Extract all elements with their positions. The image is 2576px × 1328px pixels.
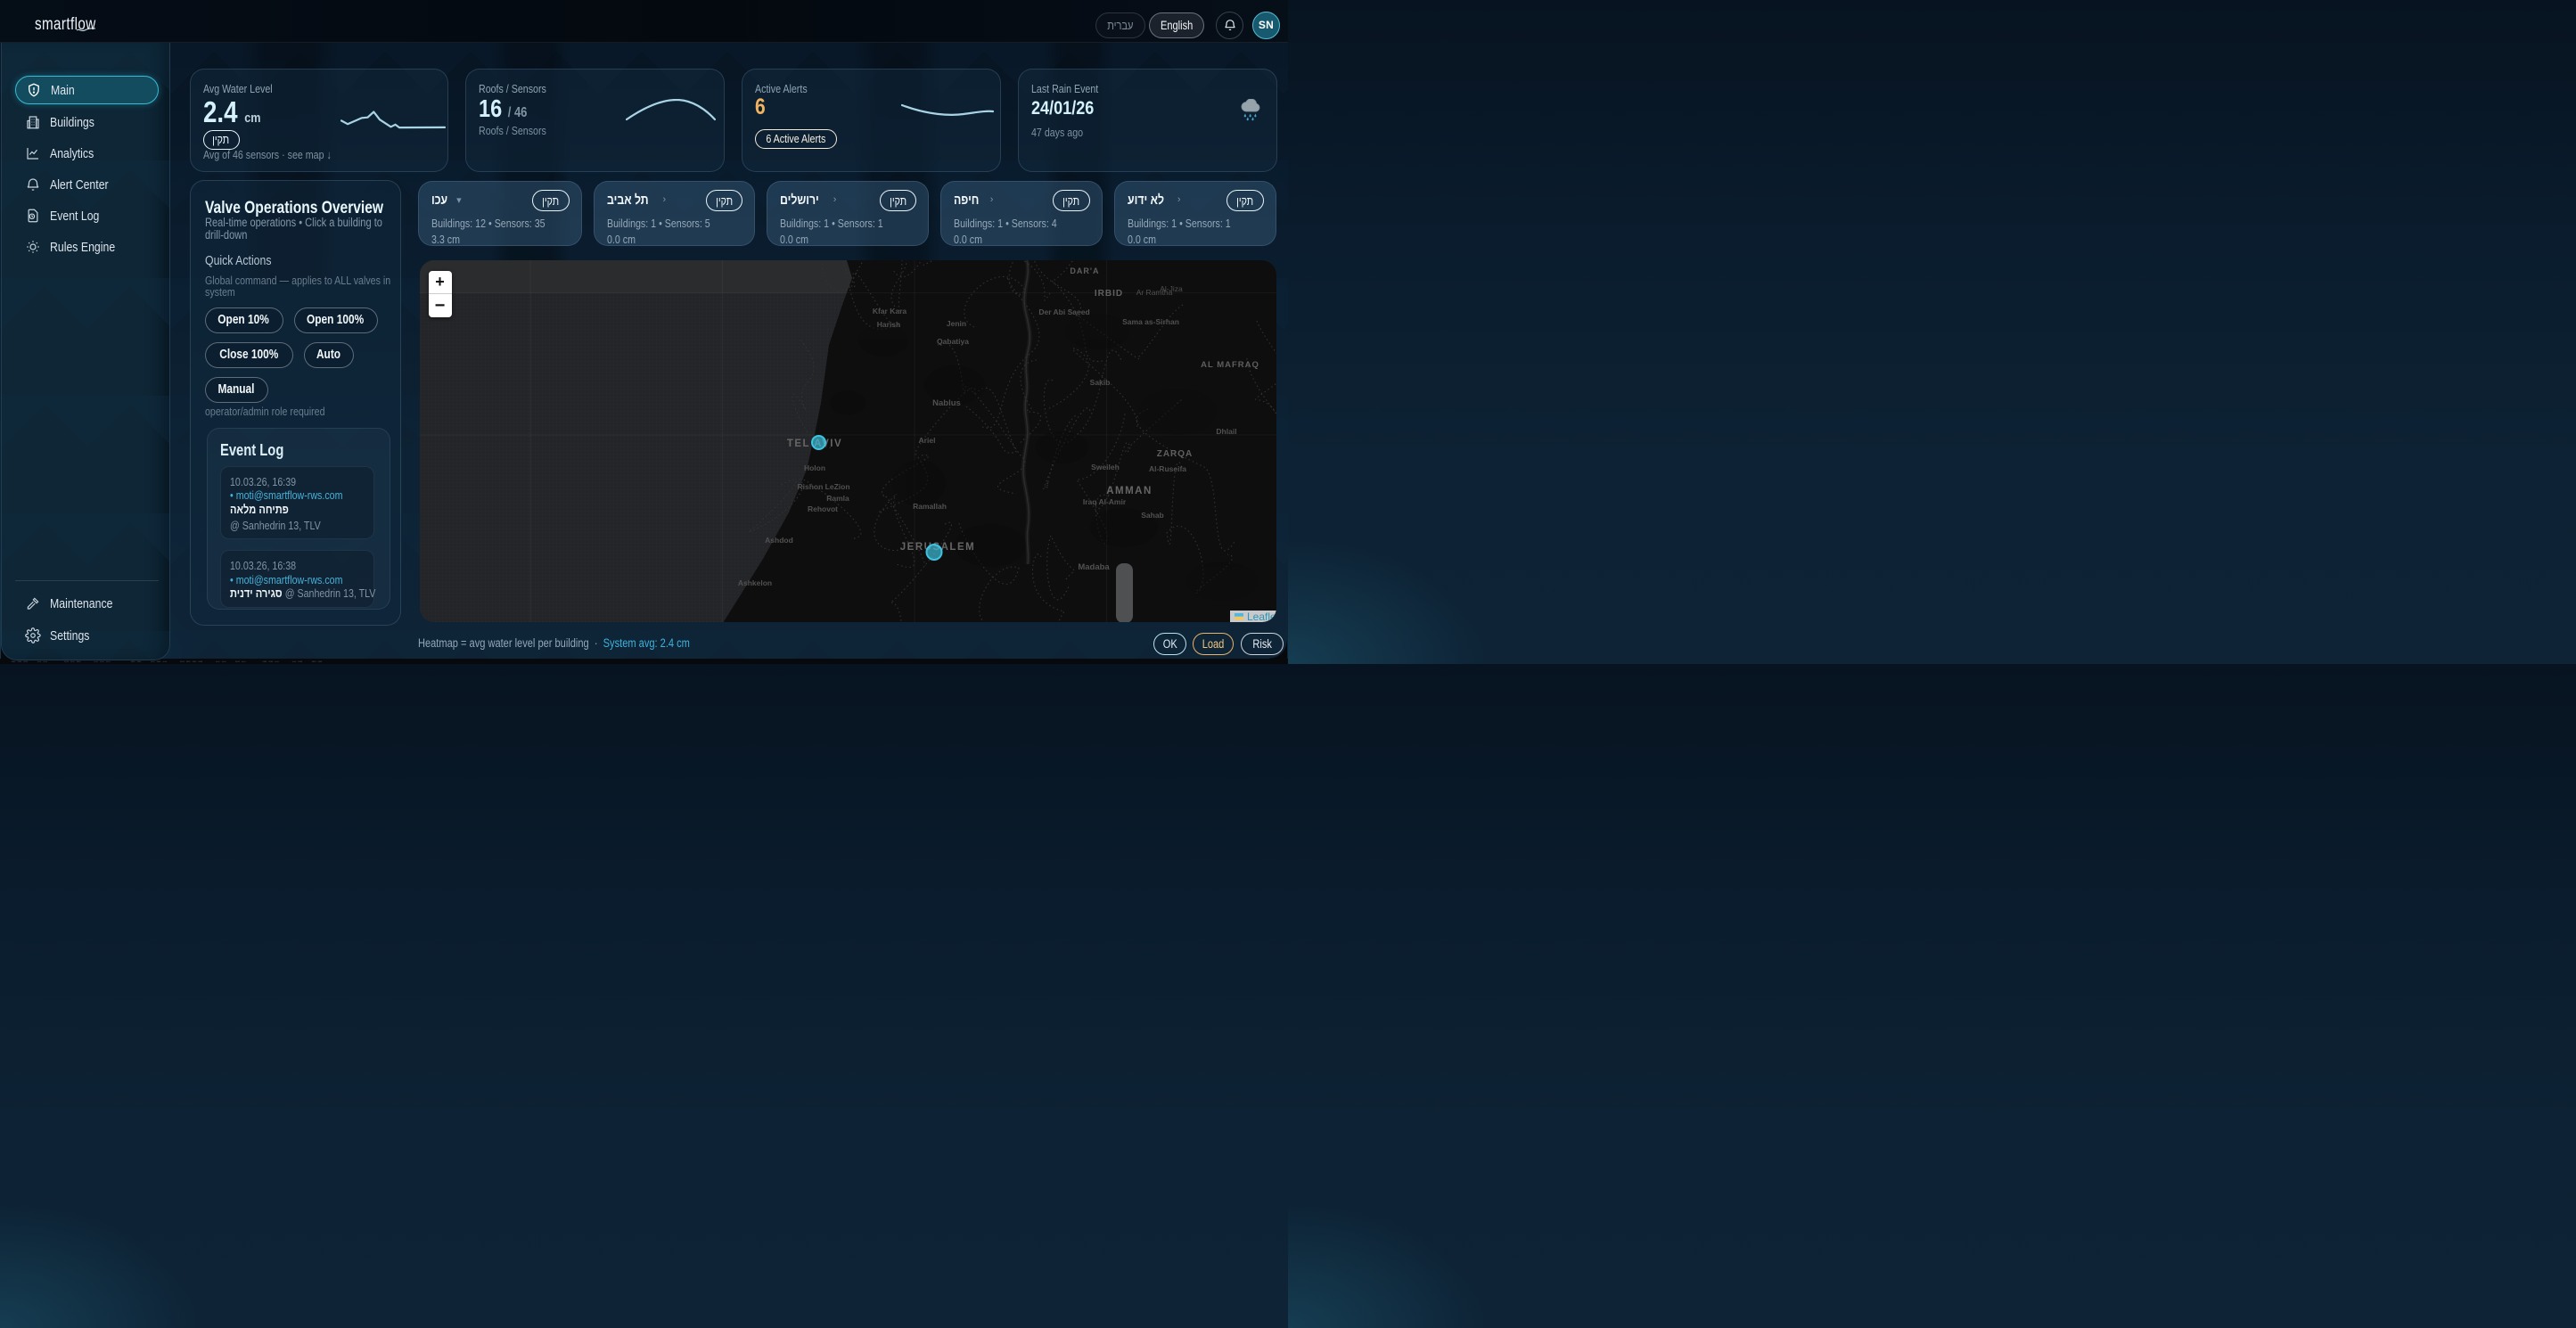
svg-text:Iraq Al-Amir: Iraq Al-Amir bbox=[1083, 497, 1127, 506]
svg-text:Qabatiya: Qabatiya bbox=[937, 337, 969, 346]
svg-text:Jenin: Jenin bbox=[947, 319, 966, 328]
svg-text:IRBID: IRBID bbox=[1095, 289, 1123, 299]
svg-text:Sahab: Sahab bbox=[1141, 511, 1164, 520]
svg-text:Rehovot: Rehovot bbox=[808, 504, 838, 513]
svg-text:AMMAN: AMMAN bbox=[1106, 486, 1153, 496]
svg-text:Rishon LeZion: Rishon LeZion bbox=[797, 482, 849, 491]
svg-text:Kfar Kara: Kfar Kara bbox=[873, 307, 907, 316]
svg-text:Ar Ramtha: Ar Ramtha bbox=[1136, 288, 1173, 297]
svg-text:Ariel: Ariel bbox=[919, 436, 936, 445]
svg-text:Sweileh: Sweileh bbox=[1091, 463, 1120, 471]
svg-text:Nablus: Nablus bbox=[932, 398, 961, 408]
svg-text:Sama as-Sirhan: Sama as-Sirhan bbox=[1122, 317, 1179, 326]
svg-text:Al-Jiza: Al-Jiza bbox=[1160, 284, 1183, 293]
svg-text:DAR'A: DAR'A bbox=[1070, 266, 1099, 275]
svg-text:Ashkelon: Ashkelon bbox=[738, 578, 772, 587]
svg-text:Ashdod: Ashdod bbox=[765, 536, 793, 545]
svg-text:Sakib: Sakib bbox=[1090, 378, 1111, 387]
svg-text:Holon: Holon bbox=[804, 463, 825, 472]
svg-text:Madaba: Madaba bbox=[1078, 562, 1110, 572]
svg-text:Ramallah: Ramallah bbox=[913, 502, 947, 511]
svg-text:Der Abi Saeed: Der Abi Saeed bbox=[1038, 307, 1089, 316]
svg-text:AL MAFRAQ: AL MAFRAQ bbox=[1201, 360, 1259, 370]
svg-text:Harish: Harish bbox=[877, 320, 900, 329]
svg-text:Dhlail: Dhlail bbox=[1216, 427, 1236, 436]
svg-text:ZARQA: ZARQA bbox=[1157, 449, 1194, 459]
svg-text:Leaflet: Leaflet bbox=[1247, 611, 1276, 623]
svg-text:Al-Ruseifa: Al-Ruseifa bbox=[1149, 464, 1186, 473]
svg-text:Ramla: Ramla bbox=[826, 494, 849, 503]
